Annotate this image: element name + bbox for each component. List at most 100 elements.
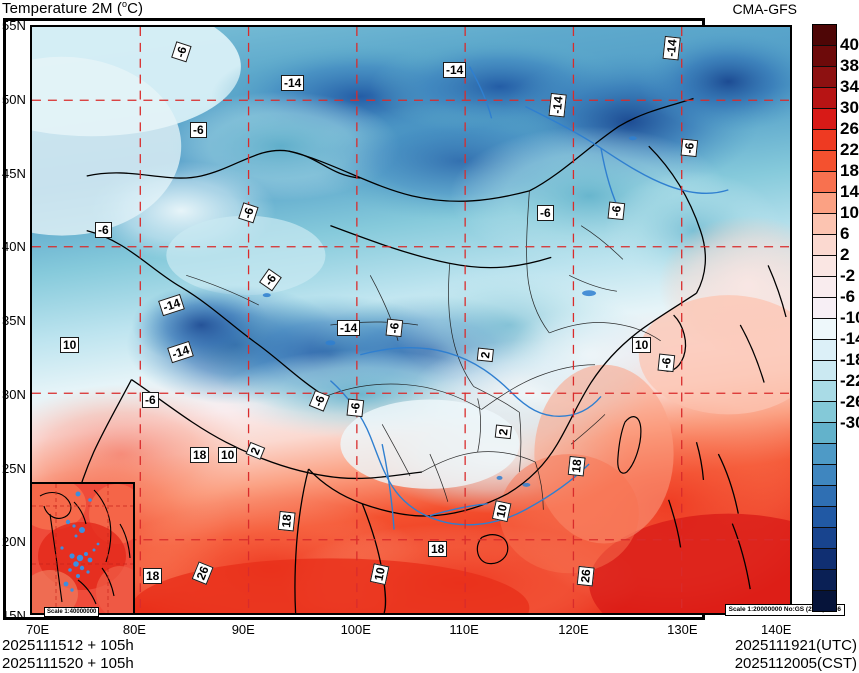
colorbar-segment <box>813 402 836 424</box>
latitude-tick-25N: 25N <box>2 460 26 476</box>
contour-label: 10 <box>632 337 652 353</box>
colorbar-segment <box>813 66 836 88</box>
colorbar-segment <box>813 108 836 130</box>
longitude-tick-80E: 80E <box>122 622 146 637</box>
contour-label: -14 <box>548 92 567 118</box>
colorbar-segment <box>813 234 836 256</box>
contour-label: -6 <box>95 222 112 238</box>
colorbar-segment <box>813 192 836 214</box>
colorbar-segment <box>813 318 836 340</box>
contour-label: -6 <box>385 318 404 338</box>
contour-label: -6 <box>346 398 365 418</box>
south-china-sea-inset[interactable] <box>30 482 135 615</box>
latitude-tick-50N: 50N <box>2 91 26 107</box>
contour-label: 18 <box>567 455 586 477</box>
contour-label: 18 <box>143 568 163 584</box>
latitude-tick-30N: 30N <box>2 386 26 402</box>
colorbar-segment <box>813 486 836 508</box>
longitude-tick-100E: 100E <box>340 622 371 637</box>
colorbar-tick-40: 40 <box>840 35 859 54</box>
colorbar-tick--2: -2 <box>840 266 856 285</box>
contour-label: -6 <box>537 205 554 221</box>
colorbar-segment <box>813 25 836 46</box>
longitude-tick-110E: 110E <box>449 622 479 637</box>
model-label: CMA-GFS <box>732 1 797 17</box>
colorbar-segment <box>813 381 836 403</box>
longitude-tick-70E: 70E <box>26 622 50 637</box>
lake-layer <box>262 136 637 487</box>
contour-label: 18 <box>277 510 296 532</box>
colorbar-tick-6: 6 <box>840 224 850 243</box>
contour-label: 10 <box>60 337 80 353</box>
contour-label: -6 <box>607 201 626 221</box>
contour-label: 18 <box>190 447 210 463</box>
colorbar-tick-38: 38 <box>840 56 859 75</box>
contour-label: 18 <box>428 541 448 557</box>
contour-label: -14 <box>337 320 361 336</box>
latitude-tick-40N: 40N <box>2 239 26 255</box>
colorbar-tick-2: 2 <box>840 245 850 264</box>
colorbar-segment <box>813 45 836 67</box>
colorbar-tick--10: -10 <box>840 308 859 327</box>
latitude-tick-55N: 55N <box>2 18 26 33</box>
longitude-tick-120E: 120E <box>558 622 589 637</box>
colorbar-segment <box>813 255 836 277</box>
footer-init-cst: 2025111520 + 105h <box>2 655 134 672</box>
contour-label: -14 <box>281 75 305 91</box>
longitude-tick-140E: 140E <box>761 622 792 637</box>
colorbar-tick-14: 14 <box>840 182 859 201</box>
colorbar-segment <box>813 339 836 361</box>
contour-label: 2 <box>476 347 494 363</box>
latitude-tick-20N: 20N <box>2 534 26 550</box>
colorbar-segment <box>813 87 836 109</box>
footer-valid-cst: 2025112005(CST) <box>734 655 857 672</box>
colorbar-tick--26: -26 <box>840 392 859 411</box>
colorbar-segment <box>813 528 836 550</box>
latitude-tick-35N: 35N <box>2 313 26 328</box>
contour-label: 26 <box>576 565 595 587</box>
contour-label: -14 <box>443 62 467 78</box>
colorbar-segment <box>813 171 836 193</box>
footer-valid-utc: 2025111921(UTC) <box>734 637 857 654</box>
colorbar-tick-34: 34 <box>840 77 859 96</box>
colorbar-segment <box>813 444 836 466</box>
page-title: Temperature 2M (oC) <box>2 0 143 17</box>
map-raster <box>32 27 790 613</box>
colorbar-tick--14: -14 <box>840 329 859 348</box>
temperature-map[interactable] <box>30 25 792 615</box>
colorbar-segment <box>813 591 836 612</box>
colorbar-tick-10: 10 <box>840 203 859 222</box>
colorbar-tick--22: -22 <box>840 371 859 390</box>
province-boundary-layer <box>186 190 661 510</box>
colorbar-segment <box>813 570 836 592</box>
colorbar-segment <box>813 297 836 319</box>
gridline-layer <box>32 27 790 613</box>
contour-label: -14 <box>662 35 681 61</box>
contour-label: -6 <box>142 392 159 408</box>
colorbar[interactable] <box>812 24 837 612</box>
contour-label: 2 <box>494 424 512 440</box>
colorbar-segment <box>813 423 836 445</box>
colorbar-tick--30: -30 <box>840 413 859 432</box>
contour-label: 10 <box>218 447 238 463</box>
footer-init-utc: 2025111512 + 105h <box>2 637 134 654</box>
colorbar-segment <box>813 465 836 487</box>
contour-label: -6 <box>190 122 207 138</box>
colorbar-tick-22: 22 <box>840 140 859 159</box>
longitude-tick-90E: 90E <box>231 622 255 637</box>
colorbar-segment <box>813 549 836 571</box>
page-title-unit: C) <box>127 0 144 17</box>
colorbar-segment <box>813 213 836 235</box>
colorbar-tick--18: -18 <box>840 350 859 369</box>
latitude-tick-15N: 15N <box>2 608 26 623</box>
degree-symbol: o <box>121 0 128 9</box>
colorbar-segment <box>813 150 836 172</box>
colorbar-segment <box>813 129 836 151</box>
colorbar-segment <box>813 360 836 382</box>
inset-raster <box>32 484 133 613</box>
contour-label: -6 <box>680 138 699 158</box>
colorbar-segment <box>813 507 836 529</box>
colorbar-tick-30: 30 <box>840 98 859 117</box>
colorbar-segment <box>813 276 836 298</box>
contour-label: -6 <box>657 353 676 373</box>
